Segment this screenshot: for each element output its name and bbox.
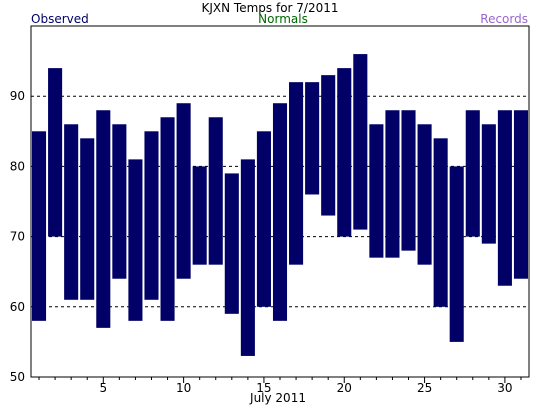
bar-day-24 [401, 110, 416, 251]
bar-day-31 [513, 110, 528, 279]
bar-day-2 [48, 68, 63, 237]
bar-day-23 [385, 110, 400, 258]
y-tick-label-50: 50 [10, 370, 25, 384]
bar-day-4 [80, 138, 95, 300]
bar-day-13 [224, 173, 239, 314]
y-tick-label-80: 80 [10, 159, 25, 173]
bar-day-17 [289, 82, 304, 265]
bar-day-27 [449, 166, 464, 342]
bar-day-9 [160, 117, 175, 321]
x-tick-label-30: 30 [497, 381, 512, 395]
x-tick-label-5: 5 [99, 381, 107, 395]
x-axis-label: July 2011 [249, 391, 306, 405]
x-axis: 5 10 15 20 25 30 [38, 377, 522, 395]
bar-day-12 [208, 117, 223, 265]
bar-day-3 [64, 124, 79, 300]
bar-day-29 [481, 124, 496, 244]
bar-day-16 [272, 103, 288, 321]
bar-day-22 [369, 124, 384, 258]
bar-day-20 [337, 68, 352, 237]
bar-day-1 [32, 131, 47, 321]
bar-day-21 [353, 54, 368, 230]
bar-day-5 [96, 110, 111, 328]
bar-day-30 [497, 110, 512, 286]
y-tick-label-70: 70 [10, 230, 25, 244]
bar-day-19 [321, 75, 336, 216]
bar-day-6 [112, 124, 127, 279]
legend-normals: Normals [258, 12, 308, 26]
bar-day-10 [176, 103, 191, 279]
bar-day-14 [240, 159, 255, 356]
bar-day-11 [192, 166, 207, 265]
x-tick-label-15: 15 [256, 381, 271, 395]
bar-day-8 [144, 131, 159, 300]
legend-observed: Observed [31, 12, 89, 26]
x-tick-label-25: 25 [417, 381, 432, 395]
chart-title: KJXN Temps for 7/2011 [202, 1, 339, 15]
x-tick-label-10: 10 [176, 381, 191, 395]
bar-day-15 [256, 131, 271, 307]
bar-day-18 [305, 82, 320, 195]
y-tick-label-60: 60 [10, 300, 25, 314]
bar-day-7 [128, 159, 143, 321]
bar-day-26 [433, 138, 448, 307]
y-axis: 50 60 70 80 90 [10, 89, 25, 384]
legend-records: Records [480, 12, 528, 26]
bar-day-25 [417, 124, 432, 265]
x-tick-label-20: 20 [337, 381, 352, 395]
y-tick-label-90: 90 [10, 89, 25, 103]
bar-day-28 [465, 110, 480, 237]
bars [32, 54, 528, 356]
